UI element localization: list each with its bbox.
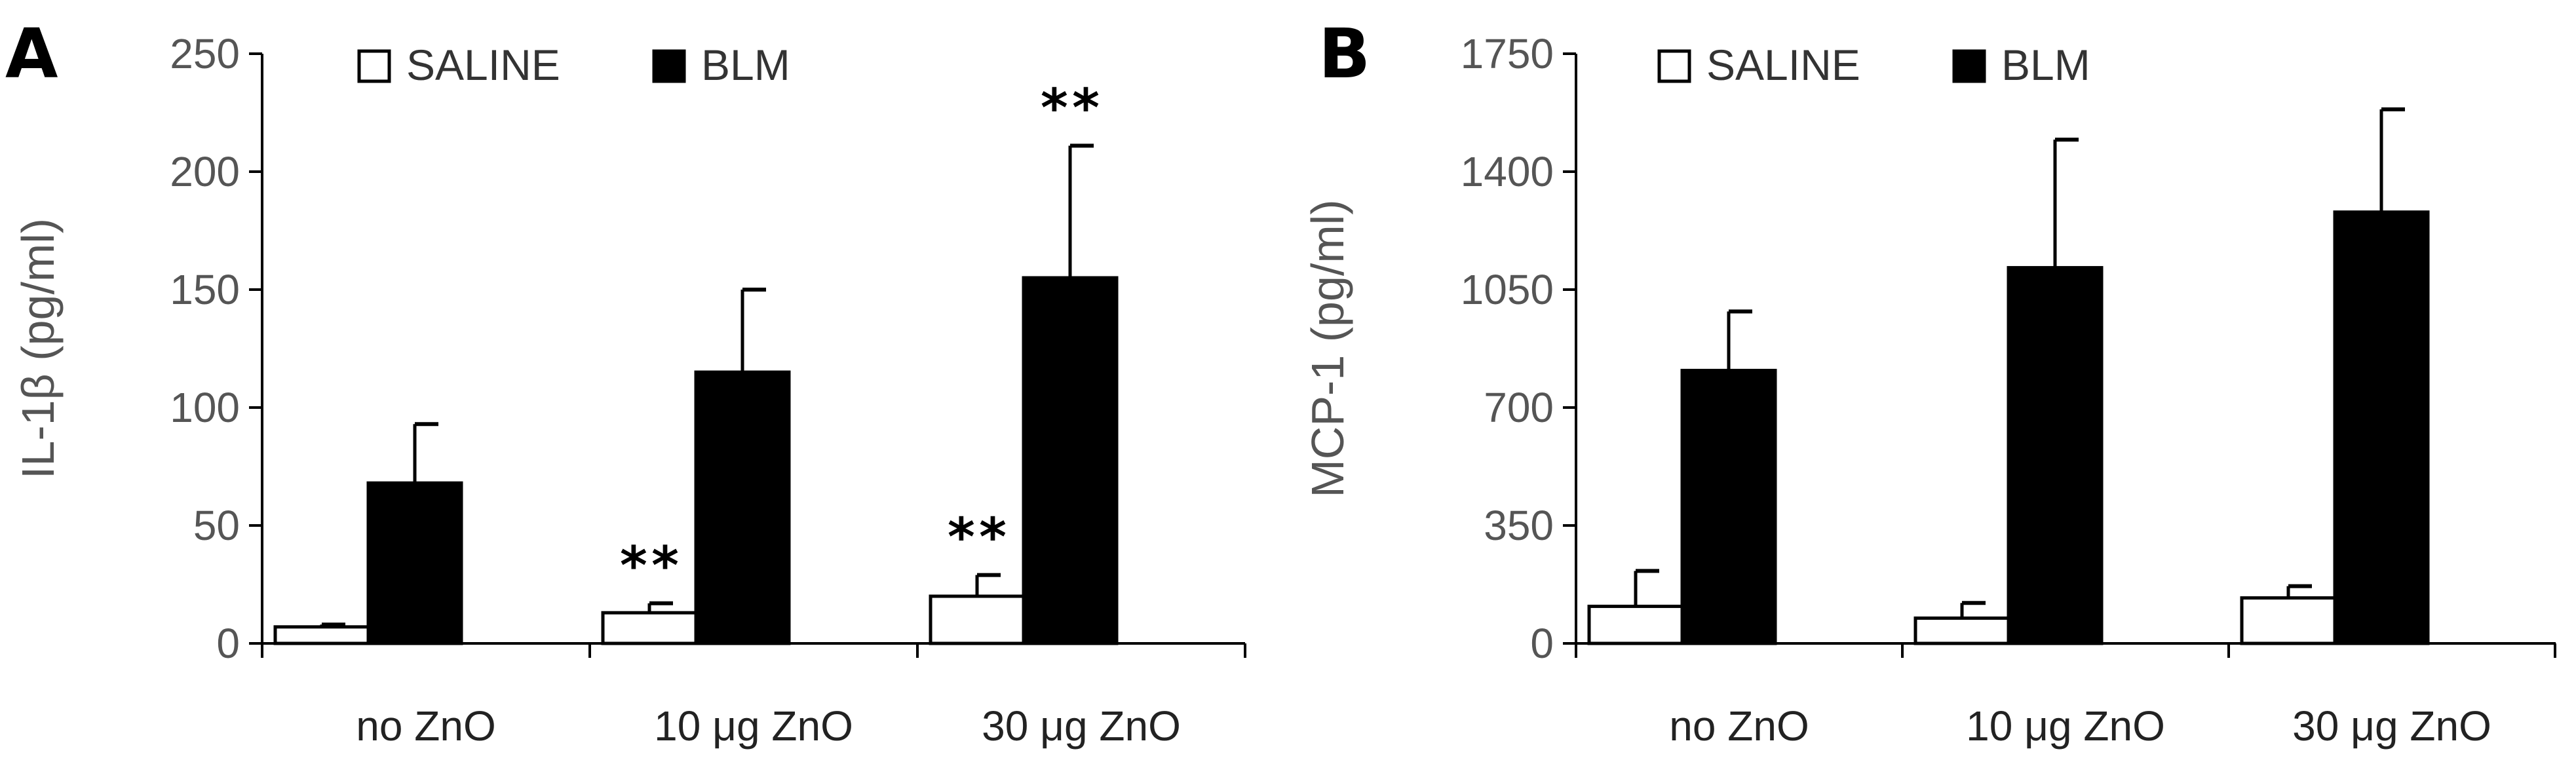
y-axis-title: IL-1β (pg/ml) [12, 218, 64, 479]
bar-saline[interactable] [1587, 604, 1684, 645]
y-tick-label: 200 [170, 148, 240, 195]
bar-blm[interactable] [366, 481, 463, 645]
legend-label-blm: BLM [2001, 41, 2090, 89]
panel-letter: A [5, 14, 58, 94]
category-label: no ZnO [1669, 702, 1809, 750]
y-tick-label: 100 [170, 384, 240, 431]
legend-label-blm: BLM [701, 41, 790, 89]
y-tick-label: 1750 [1461, 30, 1554, 77]
panel-letter: B [1318, 14, 1370, 94]
significance-mark: ** [618, 535, 681, 596]
bar-blm[interactable] [2333, 210, 2430, 645]
bar-blm[interactable] [1680, 368, 1777, 645]
y-tick-label: 0 [1530, 620, 1554, 667]
y-tick-label: 50 [193, 502, 240, 549]
y-axis-title: MCP-1 (pg/ml) [1302, 199, 1353, 497]
bar-blm[interactable] [694, 370, 791, 645]
bar-saline[interactable] [929, 594, 1026, 645]
bar-saline[interactable] [1913, 616, 2010, 645]
legend-swatch-blm [652, 49, 686, 83]
legend-label-saline: SALINE [1706, 41, 1860, 89]
bar-blm[interactable] [2007, 266, 2104, 645]
bar-blm[interactable] [1022, 276, 1119, 645]
significance-mark: ** [946, 507, 1009, 568]
legend-swatch-saline [1657, 49, 1691, 83]
y-tick-label: 150 [170, 266, 240, 313]
y-tick-label: 700 [1484, 384, 1554, 431]
category-label: 30 μg ZnO [2292, 702, 2491, 750]
category-label: 30 μg ZnO [982, 702, 1181, 750]
y-tick-label: 1050 [1461, 266, 1554, 313]
y-tick-label: 1400 [1461, 148, 1554, 195]
y-tick-label: 350 [1484, 502, 1554, 549]
y-tick-label: 250 [170, 30, 240, 77]
bar-saline[interactable] [601, 611, 698, 645]
y-tick-label: 0 [216, 620, 240, 667]
legend-label-saline: SALINE [406, 41, 560, 89]
bar-saline[interactable] [273, 625, 370, 645]
legend-swatch-blm [1952, 49, 1986, 83]
legend-swatch-saline [357, 49, 391, 83]
category-label: 10 μg ZnO [1966, 702, 2165, 750]
category-label: 10 μg ZnO [654, 702, 853, 750]
category-label: no ZnO [356, 702, 495, 750]
significance-mark: ** [1039, 77, 1102, 138]
bar-saline[interactable] [2240, 596, 2337, 645]
